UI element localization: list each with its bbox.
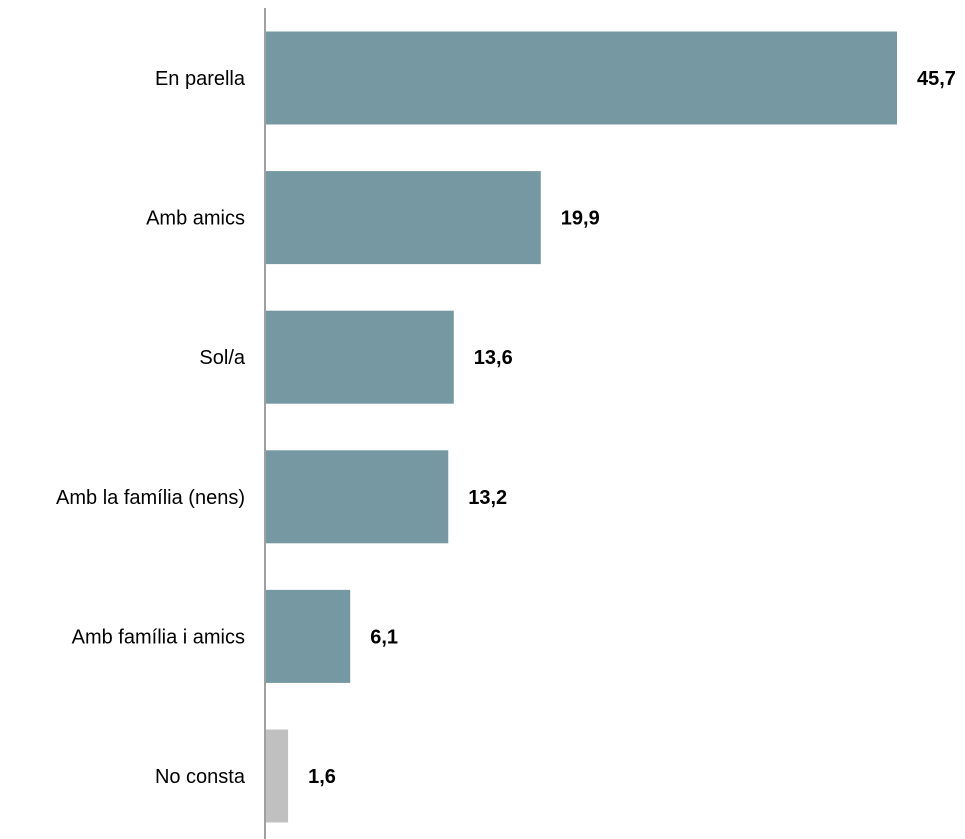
value-label: 19,9: [561, 208, 600, 230]
bar: [266, 310, 454, 404]
value-label: 6,1: [370, 626, 398, 648]
category-label: Amb la família (nens): [56, 487, 245, 509]
labels-group: En parella 45,7 Amb amics 19,9 Sol/a 13,6 Amb …: [56, 68, 956, 788]
value-label: 13,2: [468, 487, 507, 509]
value-label: 1,6: [308, 766, 336, 788]
bar: [266, 589, 351, 683]
bar: [266, 31, 897, 125]
bar: [266, 171, 541, 265]
category-label: En parella: [155, 68, 246, 90]
category-label: Amb amics: [146, 208, 245, 230]
category-label: Amb família i amics: [72, 626, 245, 648]
value-label: 13,6: [474, 347, 513, 369]
bar: [266, 729, 289, 823]
bar: [266, 450, 449, 544]
value-label: 45,7: [917, 68, 956, 90]
category-label: Sol/a: [199, 347, 245, 369]
category-label: No consta: [155, 766, 246, 788]
bars-group: [266, 31, 897, 823]
